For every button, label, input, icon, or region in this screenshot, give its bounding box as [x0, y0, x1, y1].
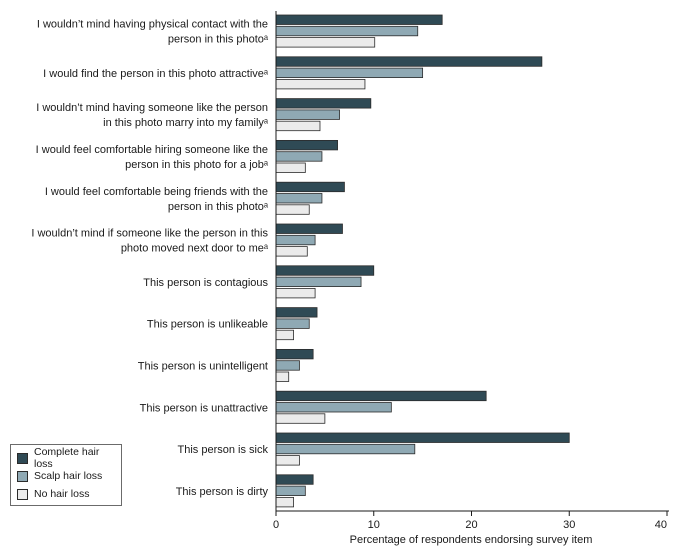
category-label-10: This person is unattractive — [140, 402, 268, 414]
bar-4-series-2 — [275, 151, 323, 162]
legend-swatch-complete-hair-loss — [17, 452, 28, 464]
category-label-7: This person is contagious — [143, 277, 268, 289]
legend-label-scalp-hair-loss: Scalp hair loss — [34, 470, 103, 482]
bar-5-series-2 — [275, 193, 323, 204]
bar-10-series-1 — [275, 390, 487, 402]
x-tick-label-20: 20 — [465, 519, 477, 531]
category-label-4-line-2: person in this photo for a jobᵃ — [125, 159, 269, 171]
bar-5-series-1 — [275, 181, 345, 193]
bar-6-series-3 — [275, 246, 308, 257]
bar-6-series-1 — [275, 223, 343, 234]
bar-8-series-3 — [275, 329, 294, 341]
bar-11-series-2 — [275, 443, 416, 455]
x-tick-label-30: 30 — [563, 519, 575, 531]
category-label-5-line-2: person in this photoᵃ — [168, 201, 269, 213]
legend-item-scalp-hair-loss: Scalp hair loss — [17, 467, 115, 485]
category-labels: I wouldn’t mind having physical contact … — [31, 19, 269, 498]
legend-swatch-no-hair-loss — [17, 488, 28, 500]
bar-6-series-2 — [275, 234, 316, 246]
bar-3-series-3 — [275, 120, 321, 132]
legend: Complete hair loss Scalp hair loss No ha… — [10, 444, 122, 506]
category-label-5-line-1: I would feel comfortable being friends w… — [45, 186, 268, 198]
bar-12-series-2 — [275, 485, 306, 497]
bar-9-series-2 — [275, 360, 300, 371]
bar-1-series-3 — [275, 37, 376, 48]
bar-4-series-1 — [275, 139, 338, 151]
bar-5-series-3 — [275, 204, 310, 215]
category-label-3-line-2: in this photo marry into my familyᵃ — [103, 117, 269, 129]
legend-swatch-scalp-hair-loss — [17, 470, 28, 482]
bar-4-series-3 — [275, 162, 306, 173]
bar-3-series-2 — [275, 109, 340, 120]
bar-9-series-3 — [275, 371, 290, 382]
legend-item-complete-hair-loss: Complete hair loss — [17, 446, 115, 470]
bar-10-series-3 — [275, 413, 326, 424]
bar-2-series-2 — [275, 67, 424, 78]
bar-8-series-2 — [275, 318, 310, 329]
bar-3-series-1 — [275, 98, 372, 109]
bar-1-series-2 — [275, 25, 419, 37]
bar-9-series-1 — [275, 348, 314, 360]
category-label-6-line-1: I wouldn’t mind if someone like the pers… — [31, 228, 268, 240]
category-label-2: I would find the person in this photo at… — [43, 68, 269, 80]
category-label-8: This person is unlikeable — [147, 319, 268, 331]
x-tick-label-0: 0 — [273, 519, 279, 531]
bars-group — [275, 14, 570, 508]
bar-2-series-1 — [275, 56, 543, 67]
bar-7-series-3 — [275, 287, 316, 299]
bar-7-series-2 — [275, 276, 362, 288]
legend-label-complete-hair-loss: Complete hair loss — [34, 446, 100, 470]
bar-8-series-1 — [275, 307, 318, 318]
category-label-6-line-2: photo moved next door to meᵃ — [121, 243, 269, 255]
legend-label-no-hair-loss: No hair loss — [34, 488, 90, 500]
bar-12-series-3 — [275, 496, 294, 508]
x-axis-title: Percentage of respondents endorsing surv… — [350, 534, 593, 546]
bar-1-series-1 — [275, 14, 443, 25]
category-label-9: This person is unintelligent — [138, 360, 268, 372]
category-label-1-line-1: I wouldn’t mind having physical contact … — [37, 19, 268, 31]
bar-7-series-1 — [275, 265, 375, 276]
bar-11-series-1 — [275, 432, 570, 443]
x-tick-label-40: 40 — [655, 519, 667, 531]
bar-10-series-2 — [275, 402, 392, 413]
category-label-12: This person is dirty — [176, 486, 269, 498]
legend-item-no-hair-loss: No hair loss — [17, 485, 115, 503]
bar-2-series-3 — [275, 79, 366, 90]
category-label-11: This person is sick — [178, 444, 269, 456]
category-label-3-line-1: I wouldn’t mind having someone like the … — [36, 102, 268, 114]
x-axis-ticks: 0 10 20 30 40 — [273, 511, 668, 531]
category-label-4-line-1: I would feel comfortable hiring someone … — [36, 144, 268, 156]
category-label-1-line-2: person in this photoᵃ — [168, 34, 269, 46]
bar-11-series-3 — [275, 455, 300, 466]
x-tick-label-10: 10 — [368, 519, 380, 531]
bar-12-series-1 — [275, 474, 314, 485]
